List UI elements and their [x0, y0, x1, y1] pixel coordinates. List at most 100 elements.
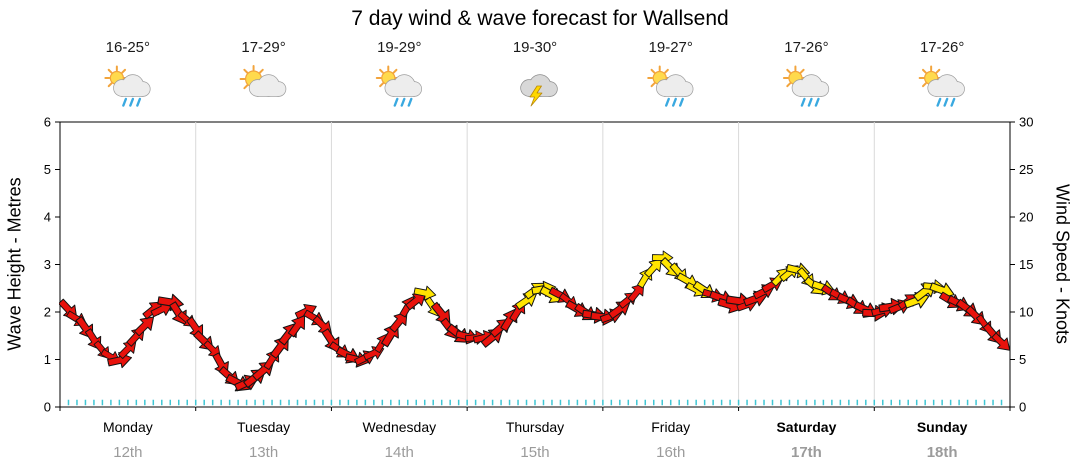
wave-height-mark: [161, 399, 163, 406]
left-axis-tick-label: 1: [44, 352, 51, 367]
series-layer: [59, 250, 1011, 406]
wave-height-mark: [423, 399, 426, 406]
wave-height-mark: [839, 399, 842, 406]
wave-height-mark: [771, 399, 774, 406]
wave-height-mark: [517, 399, 519, 406]
wave-height-mark: [330, 399, 333, 406]
wave-height-mark: [983, 399, 986, 406]
wave-height-mark: [440, 399, 443, 406]
right-axis-tick-label: 25: [1019, 162, 1033, 177]
wave-height-mark: [432, 399, 434, 406]
plot-frame: [59, 121, 1011, 408]
wave-height-mark: [194, 399, 197, 406]
wave-height-mark: [144, 399, 146, 406]
day-name-label: Thursday: [506, 419, 564, 435]
sun-cloud-rain-icon: [647, 65, 694, 107]
wave-height-mark: [220, 399, 222, 406]
wave-height-mark: [610, 399, 613, 406]
wave-height-mark: [924, 399, 926, 406]
right-axis-tick-label: 20: [1019, 210, 1033, 225]
wave-height-mark: [754, 399, 757, 406]
wave-height-mark: [814, 399, 816, 406]
wave-height-mark: [865, 399, 867, 406]
wave-height-mark: [551, 399, 553, 406]
wave-height-mark: [619, 399, 621, 406]
wave-height-mark: [627, 399, 630, 406]
wave-height-mark: [542, 399, 545, 406]
wave-height-mark: [364, 399, 367, 406]
wave-height-mark: [491, 399, 494, 406]
wave-height-mark: [178, 399, 180, 406]
wave-height-mark: [483, 399, 485, 406]
wave-height-mark: [898, 399, 901, 406]
wave-height-mark: [322, 399, 324, 406]
right-axis-tick-label: 0: [1019, 400, 1026, 415]
wave-height-mark: [729, 399, 731, 406]
wave-height-mark: [84, 399, 87, 406]
wave-height-mark: [882, 399, 884, 406]
wave-height-mark: [661, 399, 663, 406]
wave-height-mark: [373, 399, 375, 406]
temp-range-label: 17-26°: [784, 39, 828, 56]
wave-height-mark: [457, 399, 460, 406]
wind-arrow: [405, 292, 426, 311]
temp-range-label: 19-27°: [649, 39, 693, 56]
wave-height-mark: [534, 399, 536, 406]
wave-height-mark: [593, 399, 596, 406]
day-date-label: 12th: [113, 444, 142, 461]
left-axis-tick-label: 0: [44, 400, 51, 415]
left-axis-tick-label: 6: [44, 115, 51, 130]
wave-height-mark: [356, 399, 358, 406]
wave-height-mark: [398, 399, 401, 406]
wave-height-mark: [975, 399, 977, 406]
wave-height-mark: [508, 399, 511, 406]
wave-height-mark: [932, 399, 935, 406]
storm-icon: [520, 74, 558, 107]
wave-height-mark: [339, 399, 341, 406]
day-date-label: 15th: [520, 444, 549, 461]
wind-arrow: [389, 311, 408, 333]
day-date-label: 17th: [791, 444, 822, 461]
wave-height-mark: [203, 399, 205, 406]
wave-height-mark: [763, 399, 765, 406]
day-name-label: Sunday: [917, 419, 968, 435]
sun-cloud-rain-icon: [782, 65, 830, 107]
wind-arrow: [991, 332, 1011, 351]
wave-height-mark: [500, 399, 502, 406]
right-axis-tick-label: 5: [1019, 352, 1026, 367]
wind-arrow: [627, 283, 645, 303]
wave-height-mark: [636, 399, 638, 406]
wind-arrow: [287, 315, 306, 338]
wave-height-mark: [703, 399, 706, 406]
wave-height-mark: [1000, 399, 1003, 406]
wind-arrow: [134, 316, 155, 337]
wave-height-mark: [576, 399, 579, 406]
wave-height-mark: [381, 399, 384, 406]
wind-arrow: [515, 293, 537, 310]
wave-height-mark: [737, 399, 740, 406]
left-axis-tick-label: 5: [44, 162, 51, 177]
sun-cloud-icon: [239, 65, 287, 97]
wave-height-mark: [831, 399, 833, 406]
wave-height-mark: [474, 399, 477, 406]
wave-height-mark: [805, 399, 808, 406]
day-name-label: Wednesday: [362, 419, 436, 435]
wave-height-mark: [279, 399, 282, 406]
wave-height-mark: [797, 399, 799, 406]
wave-height-mark: [313, 399, 316, 406]
day-name-label: Friday: [651, 419, 690, 435]
wave-height-mark: [254, 399, 256, 406]
day-date-label: 14th: [385, 444, 414, 461]
wave-height-mark: [602, 399, 604, 406]
day-name-label: Tuesday: [237, 419, 290, 435]
wave-height-mark: [941, 399, 943, 406]
wave-height-mark: [288, 399, 290, 406]
wave-height-mark: [669, 399, 672, 406]
wave-height-mark: [271, 399, 273, 406]
wave-height-mark: [127, 399, 129, 406]
wave-height-mark: [390, 399, 392, 406]
sun-cloud-rain-icon: [375, 65, 422, 107]
wave-height-mark: [347, 399, 350, 406]
wave-height-mark: [262, 399, 265, 406]
